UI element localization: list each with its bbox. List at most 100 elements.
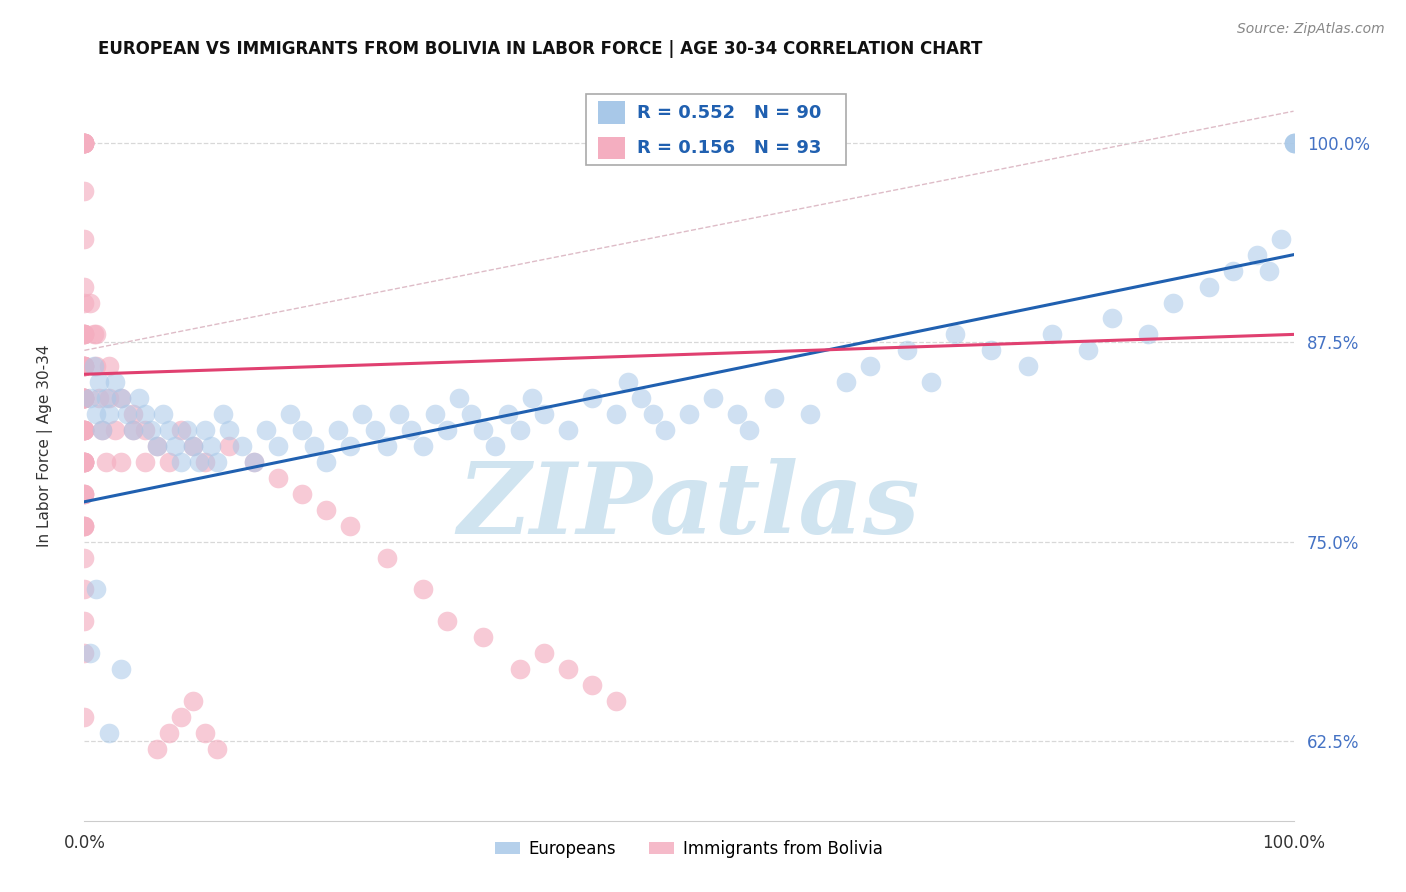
Point — [73, 391, 96, 405]
Point — [339, 518, 361, 533]
Point — [188, 455, 211, 469]
Point — [157, 423, 180, 437]
Point — [762, 391, 785, 405]
Point — [157, 455, 180, 469]
Point — [212, 407, 235, 421]
Point — [436, 615, 458, 629]
Point — [73, 487, 96, 501]
Point — [835, 376, 858, 390]
Point — [73, 359, 96, 374]
Point — [496, 407, 519, 421]
Point — [73, 455, 96, 469]
Point — [1040, 327, 1063, 342]
Point — [94, 391, 117, 405]
Point — [460, 407, 482, 421]
Point — [399, 423, 422, 437]
Point — [207, 455, 229, 469]
Point — [725, 407, 748, 421]
Point — [194, 423, 217, 437]
Point — [630, 391, 652, 405]
Point — [641, 407, 664, 421]
Point — [73, 136, 96, 150]
Point — [73, 518, 96, 533]
Point — [557, 662, 579, 676]
Point — [375, 550, 398, 565]
Point — [79, 295, 101, 310]
Point — [1270, 232, 1292, 246]
Point — [110, 662, 132, 676]
Point — [73, 391, 96, 405]
Point — [1282, 136, 1305, 150]
Point — [97, 726, 120, 740]
FancyBboxPatch shape — [586, 94, 846, 165]
Point — [1282, 136, 1305, 150]
Point — [128, 391, 150, 405]
Point — [110, 455, 132, 469]
Point — [176, 423, 198, 437]
Point — [73, 423, 96, 437]
Point — [73, 423, 96, 437]
Point — [509, 423, 531, 437]
Point — [91, 423, 114, 437]
Point — [980, 343, 1002, 358]
Point — [557, 423, 579, 437]
Point — [267, 439, 290, 453]
Point — [134, 455, 156, 469]
Point — [1222, 263, 1244, 277]
Text: EUROPEAN VS IMMIGRANTS FROM BOLIVIA IN LABOR FORCE | AGE 30-34 CORRELATION CHART: EUROPEAN VS IMMIGRANTS FROM BOLIVIA IN L… — [98, 40, 983, 58]
Point — [73, 327, 96, 342]
Point — [86, 407, 108, 421]
Point — [73, 136, 96, 150]
Point — [73, 615, 96, 629]
Point — [581, 391, 603, 405]
Point — [654, 423, 676, 437]
Point — [146, 742, 169, 756]
Point — [291, 487, 314, 501]
Point — [73, 455, 96, 469]
Point — [73, 327, 96, 342]
Text: R = 0.552   N = 90: R = 0.552 N = 90 — [637, 103, 821, 121]
Point — [315, 502, 337, 516]
Point — [1137, 327, 1160, 342]
Point — [73, 359, 96, 374]
Point — [115, 407, 138, 421]
Text: R = 0.156   N = 93: R = 0.156 N = 93 — [637, 139, 821, 157]
Point — [943, 327, 966, 342]
Point — [134, 407, 156, 421]
Point — [73, 295, 96, 310]
Point — [181, 694, 204, 708]
Point — [73, 487, 96, 501]
Point — [702, 391, 724, 405]
Point — [484, 439, 506, 453]
Point — [242, 455, 264, 469]
Point — [97, 391, 120, 405]
Point — [83, 327, 105, 342]
Point — [73, 391, 96, 405]
Point — [73, 136, 96, 150]
Point — [170, 710, 193, 724]
Point — [73, 455, 96, 469]
Point — [278, 407, 301, 421]
Point — [121, 423, 143, 437]
Point — [412, 439, 434, 453]
Point — [449, 391, 471, 405]
Point — [134, 423, 156, 437]
Point — [73, 279, 96, 293]
Point — [73, 232, 96, 246]
Point — [520, 391, 543, 405]
Point — [87, 376, 110, 390]
Point — [1246, 248, 1268, 262]
Point — [302, 439, 325, 453]
Point — [79, 391, 101, 405]
Point — [73, 136, 96, 150]
Point — [73, 518, 96, 533]
Legend: Europeans, Immigrants from Bolivia: Europeans, Immigrants from Bolivia — [488, 833, 890, 864]
Point — [218, 439, 240, 453]
Point — [83, 359, 105, 374]
Point — [94, 455, 117, 469]
Point — [799, 407, 821, 421]
Point — [170, 423, 193, 437]
Point — [79, 646, 101, 660]
Point — [472, 630, 495, 644]
Point — [412, 582, 434, 597]
